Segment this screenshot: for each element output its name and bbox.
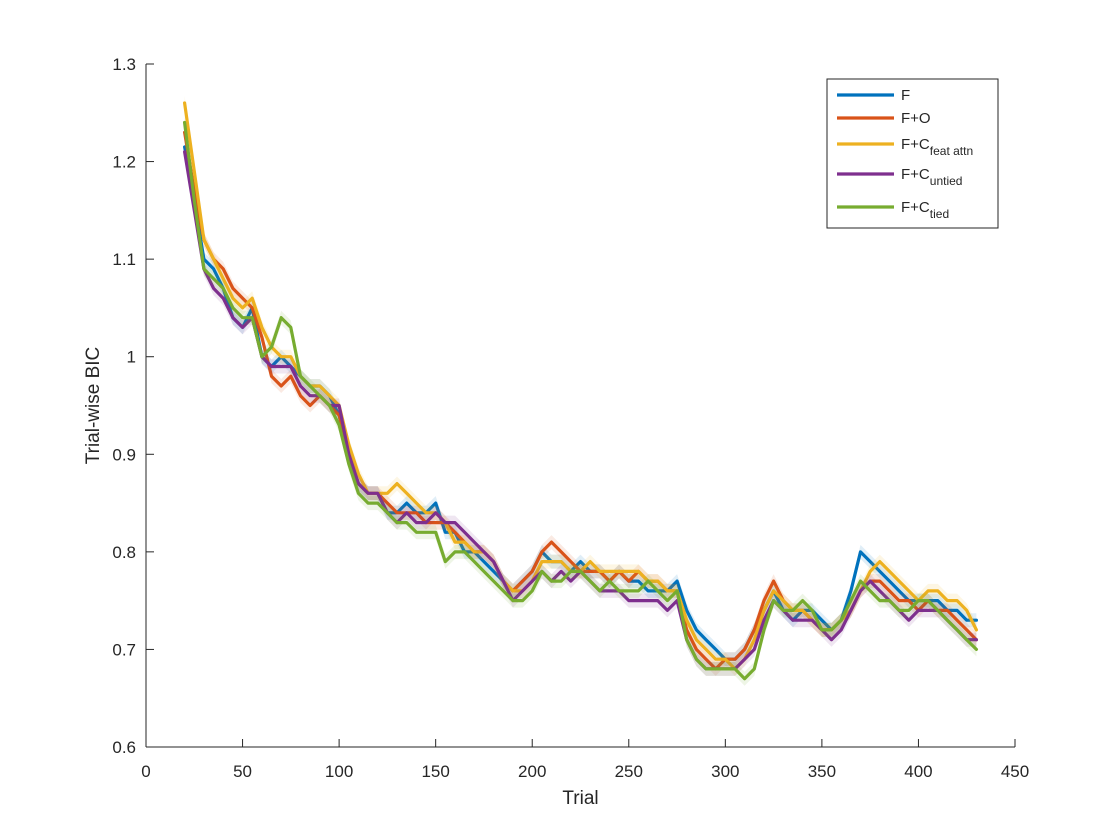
- x-tick-label: 0: [141, 762, 150, 781]
- legend-label-subscript: untied: [930, 174, 963, 188]
- legend-label-f-c-untied: F+Cuntied: [901, 166, 962, 188]
- x-tick-label: 50: [233, 762, 252, 781]
- y-tick-label: 0.8: [112, 543, 136, 562]
- x-tick-label: 200: [518, 762, 546, 781]
- x-tick-label: 350: [808, 762, 836, 781]
- legend-label-subscript: tied: [930, 207, 949, 221]
- y-tick-label: 1.3: [112, 55, 136, 74]
- y-axis-label: Trial-wise BIC: [83, 347, 104, 465]
- x-tick-label: 450: [1001, 762, 1029, 781]
- y-tick-label: 0.7: [112, 640, 136, 659]
- x-tick-label: 300: [711, 762, 739, 781]
- x-axis-label: Trial: [562, 788, 598, 809]
- x-tick-label: 150: [421, 762, 449, 781]
- legend-box: [826, 78, 999, 229]
- legend-label-f: F: [901, 87, 910, 104]
- x-tick-label: 250: [615, 762, 643, 781]
- series-line-f-c-tied: [183, 120, 979, 681]
- y-tick-label: 1: [127, 348, 136, 367]
- x-tick-label: 100: [325, 762, 353, 781]
- legend-label-main: F+C: [901, 136, 930, 153]
- y-tick-label: 1.2: [112, 153, 136, 172]
- series-layer: [183, 96, 979, 686]
- y-tick-label: 0.6: [112, 738, 136, 757]
- series-band-f-c-untied: [184, 144, 977, 676]
- legend-label-main: F: [901, 87, 910, 104]
- legend-label-f-o: F+O: [901, 110, 931, 127]
- legend-label-f-c-feat-attn: F+Cfeat attn: [901, 136, 973, 158]
- x-tick-label: 400: [904, 762, 932, 781]
- axes: 0 50 100 150 200 250 300 350 400 450 0.6 0.7 0.8 0.9 1…: [83, 55, 1029, 809]
- legend-label-subscript: feat attn: [930, 144, 973, 158]
- y-tick-label: 0.9: [112, 445, 136, 464]
- legend-label-main: F+C: [901, 166, 930, 183]
- legend-label-f-c-tied: F+Ctied: [901, 199, 949, 221]
- legend-label-main: F+O: [901, 110, 931, 127]
- y-tick-label: 1.1: [112, 250, 136, 269]
- legend-label-main: F+C: [901, 199, 930, 216]
- series-band-f-o: [184, 125, 977, 676]
